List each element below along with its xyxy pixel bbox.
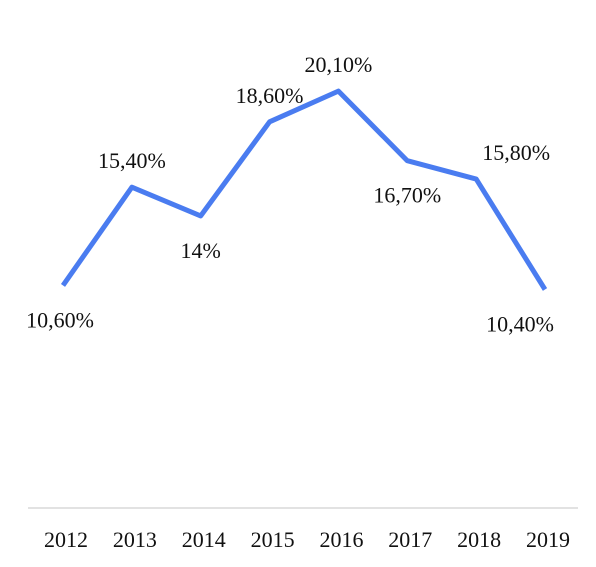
x-tick-label: 2014 bbox=[182, 527, 226, 552]
data-label: 14% bbox=[181, 238, 221, 263]
data-label: 15,40% bbox=[98, 148, 166, 173]
x-tick-label: 2017 bbox=[388, 527, 432, 552]
data-label: 10,40% bbox=[486, 311, 554, 336]
data-label: 16,70% bbox=[373, 183, 441, 208]
x-tick-label: 2015 bbox=[251, 527, 295, 552]
data-label: 15,80% bbox=[482, 140, 550, 165]
x-tick-label: 2018 bbox=[457, 527, 501, 552]
x-tick-label: 2013 bbox=[113, 527, 157, 552]
data-label: 10,60% bbox=[26, 307, 94, 332]
data-label: 18,60% bbox=[236, 83, 304, 108]
data-label: 20,10% bbox=[305, 52, 373, 77]
x-tick-label: 2012 bbox=[44, 527, 88, 552]
x-tick-label: 2016 bbox=[319, 527, 363, 552]
series-line bbox=[60, 88, 548, 291]
x-tick-label: 2019 bbox=[526, 527, 570, 552]
